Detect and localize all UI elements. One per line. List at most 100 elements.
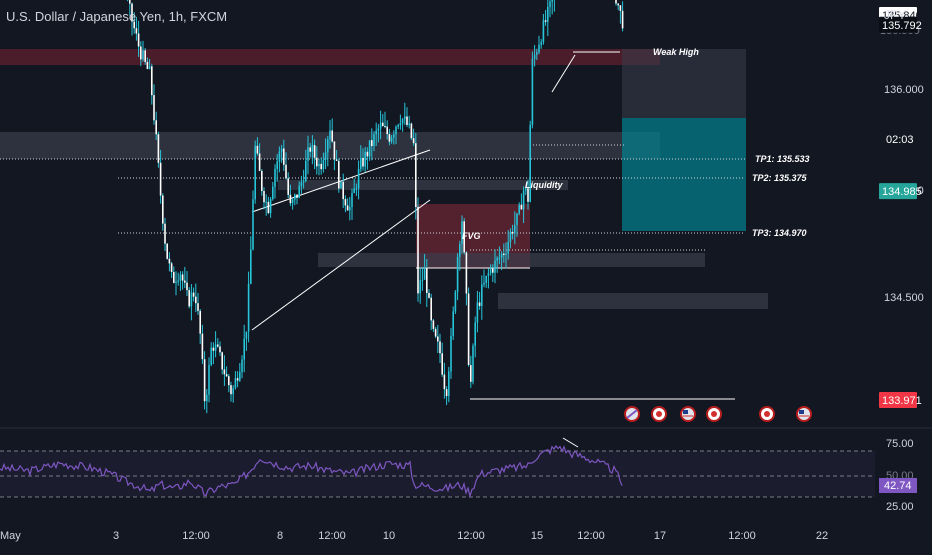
candle-body — [474, 322, 476, 346]
candle-body — [331, 130, 333, 142]
countdown-label: 02:03 — [886, 134, 914, 146]
candle-body — [619, 5, 622, 11]
event-icons[interactable] — [624, 406, 812, 422]
candle-body — [192, 292, 195, 297]
candle-body — [353, 188, 355, 193]
candle-body — [140, 46, 142, 60]
candle-body — [203, 359, 206, 402]
candle-body — [294, 194, 296, 200]
flash-us-flag-icon[interactable] — [624, 406, 640, 422]
candle-body — [437, 336, 439, 342]
rsi-current-badge — [879, 478, 917, 493]
candle-body — [221, 352, 223, 370]
rsi-line — [0, 444, 623, 499]
candle-body — [395, 126, 397, 135]
candle-body — [525, 188, 527, 191]
candle-body — [448, 371, 450, 396]
candle-body — [298, 185, 300, 198]
candle-body — [162, 195, 164, 224]
price-badge-bg — [879, 392, 917, 408]
zones-layer — [0, 49, 768, 309]
candle-body — [142, 50, 144, 60]
candle-body — [384, 126, 386, 127]
candle-body — [505, 253, 507, 255]
candle-body — [366, 151, 369, 157]
us-flag-icon[interactable] — [796, 406, 812, 422]
candle-body — [487, 273, 490, 276]
candle-body — [390, 137, 393, 142]
candle-body — [214, 344, 217, 351]
time-axis[interactable]: May 3 12:00 8 12:00 10 12:00 15 12:00 17 12:00 22 — [0, 530, 828, 542]
candle-body — [465, 252, 468, 294]
candle-body — [485, 276, 487, 283]
tp2-label: TP2: 135.375 — [752, 173, 808, 183]
candles-layer — [127, 0, 624, 414]
candle-body — [518, 204, 520, 214]
candle-body — [135, 28, 138, 34]
tp1-label: TP1: 135.533 — [755, 154, 810, 164]
candle-body — [322, 160, 325, 170]
candle-body — [256, 145, 259, 154]
time-tick-label: 12:00 — [318, 530, 346, 542]
supply-zone — [0, 49, 660, 65]
candle-body — [258, 153, 261, 171]
time-tick-label: 12:00 — [457, 530, 485, 542]
candle-body — [159, 162, 162, 196]
candle-body — [333, 141, 336, 160]
candle-body — [544, 20, 547, 22]
candle-body — [148, 66, 151, 69]
candle-body — [129, 0, 131, 4]
candle-body — [157, 134, 160, 163]
price-badge-bg — [879, 183, 917, 200]
fvg-label: FVG — [462, 231, 481, 241]
candle-body — [452, 311, 454, 336]
rsi-tick-25: 25.00 — [886, 501, 914, 513]
wedge-lower-line — [251, 199, 431, 331]
time-tick-label: 17 — [654, 530, 666, 542]
candle-body — [434, 328, 437, 337]
candle-body — [478, 302, 481, 306]
candle-body — [201, 333, 204, 360]
time-tick-label: 12:00 — [728, 530, 756, 542]
candle-body — [527, 188, 529, 202]
candle-body — [269, 199, 272, 213]
jp-flag-icon[interactable] — [706, 406, 722, 422]
rsi-current-value: 42.74 — [884, 480, 912, 492]
candle-body — [368, 140, 371, 157]
liquidity-zone — [278, 180, 568, 190]
candle-body — [494, 260, 496, 273]
time-tick-label: 12:00 — [577, 530, 605, 542]
candle-body — [360, 158, 362, 169]
candle-body — [481, 284, 483, 306]
candle-body — [247, 283, 250, 332]
candle-body — [261, 170, 263, 191]
candle-body — [542, 20, 545, 43]
candle-body — [291, 199, 294, 204]
jp-flag-icon[interactable] — [759, 406, 775, 422]
candle-body — [254, 145, 256, 200]
symbol-title[interactable]: U.S. Dollar / Japanese Yen, 1h, FXCM — [6, 9, 228, 24]
candle-body — [404, 116, 406, 120]
candle-body — [250, 249, 252, 284]
candle-body — [439, 341, 441, 354]
candle-body — [428, 293, 430, 298]
candle-body — [549, 1, 551, 7]
candle-body — [461, 221, 463, 245]
candle-body — [239, 372, 241, 381]
candle-body — [285, 164, 287, 179]
jp-flag-icon[interactable] — [651, 406, 667, 422]
price-axis[interactable]: 136.500 136.000 135.500 134.500 136.3491… — [879, 0, 924, 408]
weak-high-label: Weak High — [653, 47, 699, 57]
candle-body — [186, 282, 188, 291]
wedge-upper-line — [251, 149, 431, 213]
candle-body — [252, 199, 254, 250]
candle-body — [393, 134, 395, 138]
candle-body — [430, 297, 432, 321]
candle-body — [382, 122, 384, 126]
candle-body — [188, 290, 190, 307]
us-flag-icon[interactable] — [680, 406, 696, 422]
rsi-axis[interactable]: 75.00 50.00 25.00 42.74 — [879, 438, 917, 513]
candle-body — [536, 52, 538, 55]
candle-body — [230, 385, 232, 395]
